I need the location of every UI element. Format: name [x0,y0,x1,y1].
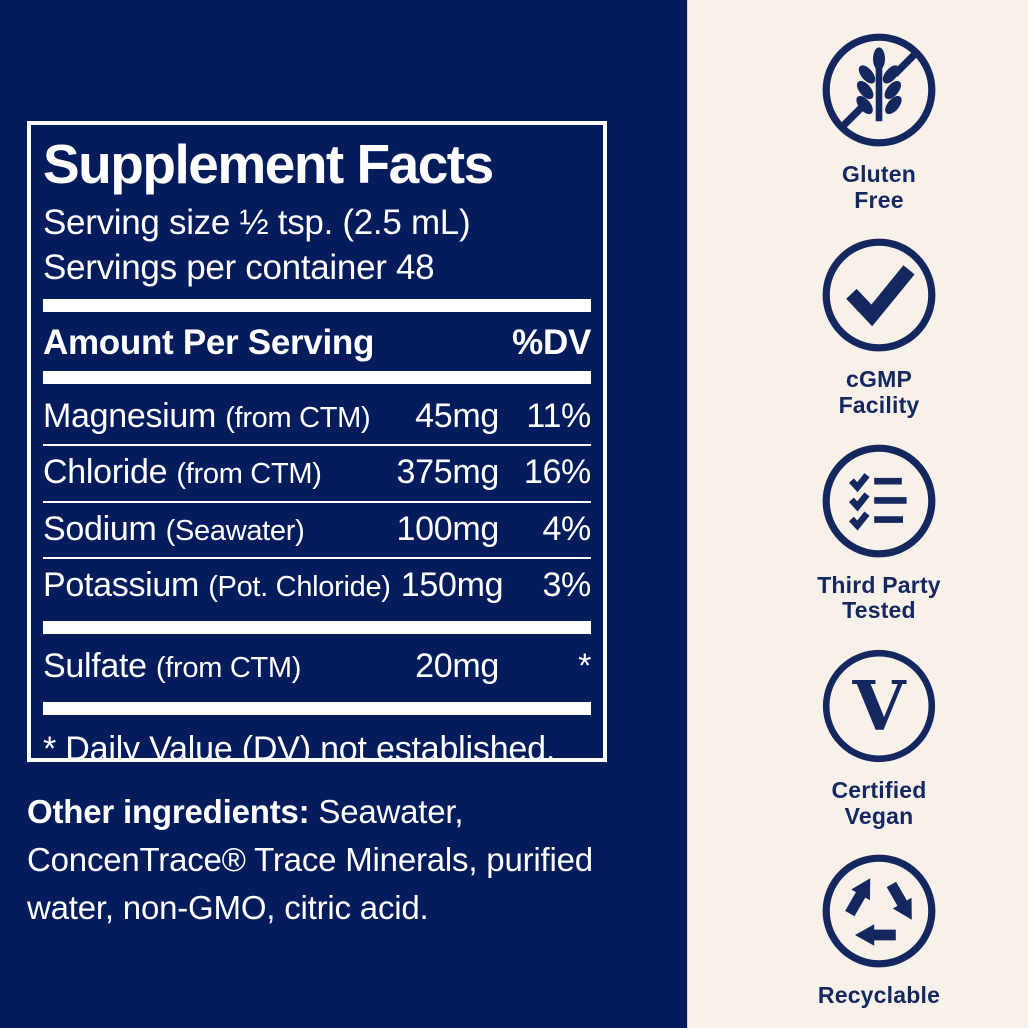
badge-third-party-tested: Third Party Tested [817,441,941,624]
divider-thin [43,556,591,559]
gluten-free-icon [819,30,939,150]
supplement-facts-side: Supplement Facts Serving size ½ tsp. (2.… [27,121,637,932]
badge-label: cGMP Facility [838,366,920,419]
nutrient-dv: * [578,646,591,685]
nutrient-amount: 45mg [415,397,499,436]
nutrient-name: Magnesium [43,397,217,436]
divider-thin [43,500,591,503]
badge-cgmp-facility: cGMP Facility [819,235,939,418]
column-header-row: Amount Per Serving %DV [43,318,591,370]
other-ingredients: Other ingredients: Seawater, ConcenTrace… [27,788,637,932]
nutrient-name: Potassium [43,565,200,604]
serving-size-line: Serving size ½ tsp. (2.5 mL) [43,203,471,243]
divider-thick [43,371,591,385]
badge-label: Gluten Free [841,161,917,213]
cgmp-facility-icon [819,235,939,355]
panel-title: Supplement Facts [43,133,494,195]
dv-header: %DV [512,322,591,362]
supplement-facts-panel: Supplement Facts Serving size ½ tsp. (2.… [27,121,607,762]
third-party-tested-icon [819,441,939,561]
nutrient-source: (Pot. Chloride) [208,570,391,603]
badge-certified-vegan: V Certified Vegan [819,646,939,829]
recyclable-icon [819,851,939,971]
nutrient-dv: 11% [526,397,591,436]
nutrient-amount: 150mg [400,565,504,604]
badge-recyclable: Recyclable [818,851,940,1008]
nutrient-row-chloride: Chloride (from CTM) 375mg 16% [43,446,591,500]
nutrient-name: Chloride [43,453,168,492]
servings-per-container-line: Servings per container 48 [43,248,435,288]
certified-vegan-icon: V [819,646,939,766]
divider-thick [43,620,591,634]
nutrient-amount: 375mg [396,453,500,492]
nutrient-dv: 4% [542,509,591,548]
badge-label: Recyclable [817,982,941,1008]
other-ingredients-label: Other ingredients: [27,793,310,830]
nutrient-row-potassium: Potassium (Pot. Chloride) 150mg 3% [43,559,591,613]
badge-label: Certified Vegan [831,776,927,829]
nutrient-amount: 100mg [396,509,500,548]
divider-thick [43,298,591,312]
nutrient-amount: 20mg [415,646,499,685]
other-ingredients-text: Seawater, ConcenTrace® Trace Minerals, p… [27,793,593,926]
badge-label: Third Party Tested [817,571,941,624]
nutrient-name: Sodium [43,509,157,548]
nutrient-dv: 3% [542,565,591,604]
amount-per-serving-header: Amount Per Serving [43,322,375,362]
nutrient-dv: 16% [523,453,591,492]
certification-badges-column: Gluten Free cGMP Facility [687,0,1028,1028]
divider-thin [43,444,591,447]
nutrient-source: (from CTM) [176,458,322,491]
nutrient-row-magnesium: Magnesium (from CTM) 45mg 11% [43,390,591,444]
nutrient-row-sodium: Sodium (Seawater) 100mg 4% [43,503,591,557]
divider-thick [43,701,591,715]
badge-gluten-free: Gluten Free [819,30,939,213]
nutrient-name: Sulfate [43,646,147,685]
dv-footnote: * Daily Value (DV) not established. [43,729,556,762]
nutrient-row-sulfate: Sulfate (from CTM) 20mg * [43,640,591,694]
nutrient-source: (from CTM) [155,651,302,684]
nutrient-source: (from CTM) [225,402,371,435]
svg-text:V: V [851,667,907,747]
nutrient-source: (Seawater) [165,514,305,547]
